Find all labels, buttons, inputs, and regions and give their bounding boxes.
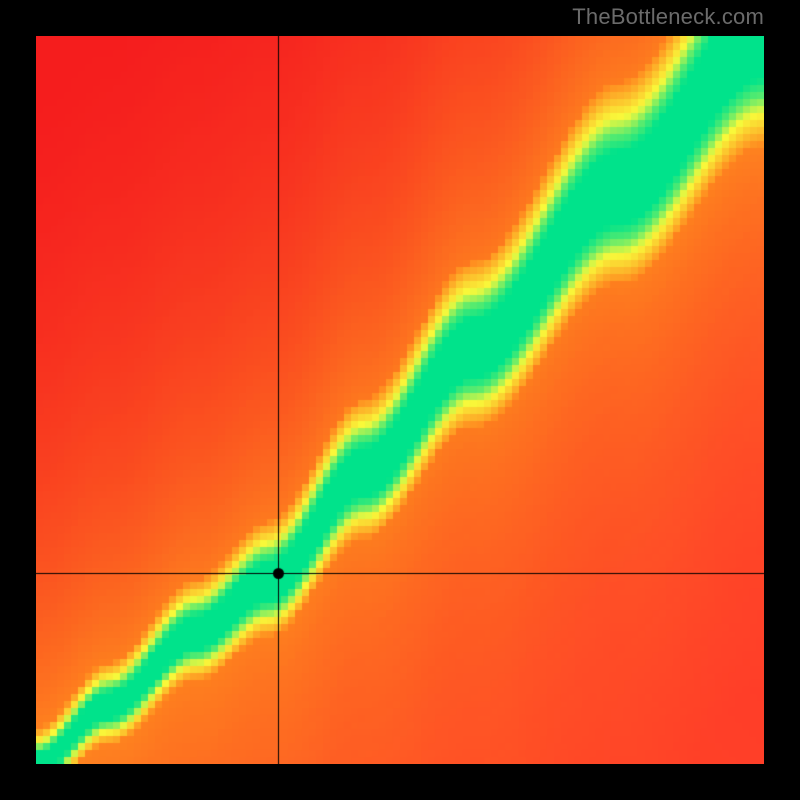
bottleneck-heatmap: [36, 36, 764, 764]
plot-area: [36, 36, 764, 764]
watermark-text: TheBottleneck.com: [572, 4, 764, 30]
chart-frame: TheBottleneck.com: [0, 0, 800, 800]
